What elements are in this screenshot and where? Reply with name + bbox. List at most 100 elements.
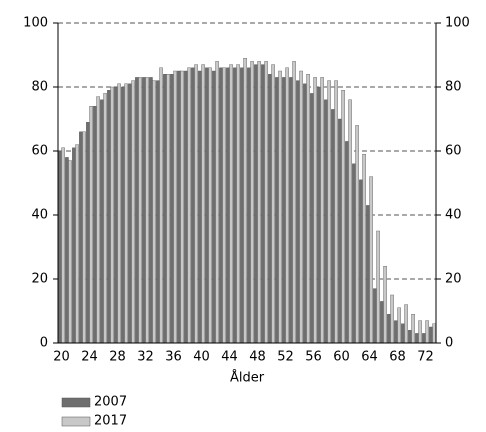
bar	[282, 77, 286, 344]
bar	[79, 131, 83, 344]
x-axis-label: Ålder	[230, 370, 265, 386]
bar	[313, 77, 317, 344]
bar	[275, 77, 279, 344]
bar	[411, 314, 415, 344]
bar	[68, 160, 72, 344]
y-tick-label: 60	[31, 144, 48, 159]
bar	[86, 121, 90, 344]
bar	[233, 67, 237, 344]
bar	[75, 144, 79, 344]
bar	[317, 86, 321, 344]
y2-tick-label: 40	[445, 208, 462, 223]
bar	[100, 99, 104, 344]
bar	[72, 147, 76, 344]
bar	[348, 99, 352, 344]
y-tick-label: 0	[40, 336, 48, 351]
bar	[261, 64, 265, 344]
bar	[327, 80, 331, 344]
bar	[163, 73, 167, 344]
bar	[191, 67, 195, 344]
bar	[429, 326, 433, 344]
x-tick-label: 60	[333, 350, 350, 365]
bar	[404, 304, 408, 344]
bar	[89, 105, 93, 344]
bar	[107, 89, 111, 344]
x-tick-label: 20	[53, 350, 70, 365]
bar	[408, 330, 412, 344]
bar	[292, 61, 296, 344]
bar	[58, 150, 62, 344]
x-tick-label: 36	[165, 350, 182, 365]
bar	[376, 230, 380, 344]
x-tick-label: 48	[249, 350, 266, 365]
x-tick-label: 28	[109, 350, 126, 365]
x-tick-label: 56	[305, 350, 322, 365]
bar	[152, 80, 156, 344]
legend-label: 2017	[94, 414, 127, 429]
bar	[268, 73, 272, 344]
bar	[257, 61, 261, 344]
bar	[142, 77, 146, 344]
x-tick-label: 32	[137, 350, 154, 365]
bar	[303, 83, 307, 344]
bar	[355, 125, 359, 344]
bar	[387, 314, 391, 344]
bar	[359, 179, 363, 344]
bar	[61, 147, 65, 344]
bar	[226, 67, 230, 344]
x-tick-label: 40	[193, 350, 210, 365]
bar	[205, 67, 209, 344]
bar	[331, 109, 335, 344]
x-tick-label: 24	[81, 350, 98, 365]
bar	[236, 64, 240, 344]
bar	[82, 131, 86, 344]
y2-tick-label: 80	[445, 80, 462, 95]
bar	[341, 89, 345, 344]
x-tick-label: 72	[417, 350, 434, 365]
y-tick-label: 20	[31, 272, 48, 287]
bar	[187, 67, 191, 344]
bar	[278, 70, 282, 344]
y-tick-label: 80	[31, 80, 48, 95]
bar	[114, 86, 118, 344]
bar	[380, 301, 384, 344]
bar	[338, 118, 342, 344]
bar	[222, 67, 226, 344]
bar	[110, 86, 114, 344]
bar	[177, 70, 181, 344]
bar	[166, 73, 170, 344]
bar	[180, 70, 184, 344]
bar	[296, 80, 300, 344]
bar	[173, 70, 177, 344]
bar	[65, 157, 69, 344]
bar	[394, 320, 398, 344]
bar	[135, 77, 139, 344]
bar	[345, 141, 349, 344]
bar	[425, 320, 429, 344]
bar	[415, 333, 419, 344]
bar	[324, 99, 328, 344]
bar	[198, 70, 202, 344]
bar	[170, 73, 174, 344]
bar	[96, 96, 100, 344]
bar	[285, 67, 289, 344]
bar	[383, 266, 387, 344]
y-tick-label: 40	[31, 208, 48, 223]
bar	[212, 70, 216, 344]
bar	[103, 93, 107, 344]
bar	[121, 86, 125, 344]
legend-swatch	[61, 416, 91, 427]
x-tick-label: 52	[277, 350, 294, 365]
bar	[264, 61, 268, 344]
bar	[422, 333, 426, 344]
bar	[432, 323, 436, 344]
y2-tick-label: 20	[445, 272, 462, 287]
bar	[310, 93, 314, 344]
bar	[352, 163, 356, 344]
bar	[240, 67, 244, 344]
y-tick-label: 100	[23, 16, 48, 31]
bar	[117, 83, 121, 344]
bar	[124, 83, 128, 344]
bar	[219, 67, 223, 344]
